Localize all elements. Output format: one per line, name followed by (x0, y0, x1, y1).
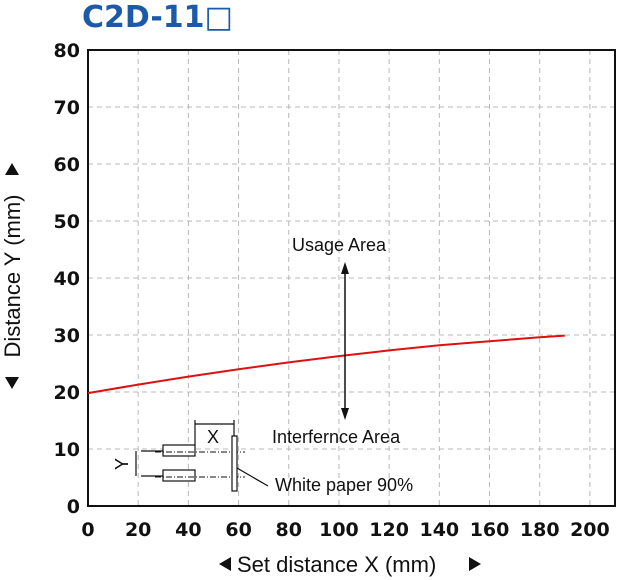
x-tick-label: 100 (319, 519, 359, 541)
y-tick-label: 50 (54, 211, 80, 233)
y-tick-label: 70 (54, 97, 80, 119)
usage-area-label: Usage Area (292, 235, 387, 255)
grid-lines (88, 50, 615, 506)
plot-frame (87, 49, 616, 507)
x-axis-label: Set distance X (mm) (237, 552, 436, 577)
triangle-up-icon (5, 163, 19, 175)
x-tick-label: 180 (520, 519, 560, 541)
x-tick-label: 200 (570, 519, 610, 541)
x-tick-label: 0 (81, 519, 94, 541)
triangle-down-icon (5, 377, 19, 389)
white-paper-label: White paper 90% (275, 475, 413, 495)
y-tick-label: 40 (54, 268, 80, 290)
y-axis-label: Distance Y (mm) (0, 194, 25, 357)
y-tick-label: 10 (54, 439, 80, 461)
y-tick-label: 0 (67, 496, 80, 518)
x-tick-label: 60 (225, 519, 251, 541)
y-axis-title: Distance Y (mm) (0, 163, 25, 389)
y-tick-label: 20 (54, 382, 80, 404)
x-tick-label: 80 (276, 519, 302, 541)
upper-sensor (162, 444, 196, 457)
x-tick-label: 160 (470, 519, 510, 541)
tick-labels: 0 20 40 60 80 100 120 140 160 180 200 0 10 20 30 40 50 60… (54, 40, 610, 541)
x-tick-label: 20 (125, 519, 151, 541)
white-paper (231, 435, 238, 492)
lower-sensor (162, 469, 196, 482)
triangle-right-icon (469, 557, 481, 571)
chart-title: C2D-11□ (82, 0, 233, 35)
x-dimension-label: X (207, 427, 219, 447)
series-lines (87, 334, 565, 395)
series-line-0 (87, 334, 565, 395)
y-tick-label: 80 (54, 40, 80, 62)
y-dimension-label: Y (112, 458, 132, 470)
area-divider-arrow (341, 262, 349, 420)
x-tick-label: 40 (175, 519, 201, 541)
x-tick-label: 120 (369, 519, 409, 541)
x-axis-title: Set distance X (mm) (219, 552, 481, 577)
y-tick-label: 60 (54, 154, 80, 176)
x-tick-label: 140 (419, 519, 459, 541)
sensor-setup-diagram (135, 420, 269, 492)
arrow-down-icon (341, 408, 349, 420)
interference-area-label: Interfernce Area (272, 427, 401, 447)
y-tick-label: 30 (54, 325, 80, 347)
arrow-up-icon (341, 262, 349, 274)
triangle-left-icon (219, 557, 231, 571)
